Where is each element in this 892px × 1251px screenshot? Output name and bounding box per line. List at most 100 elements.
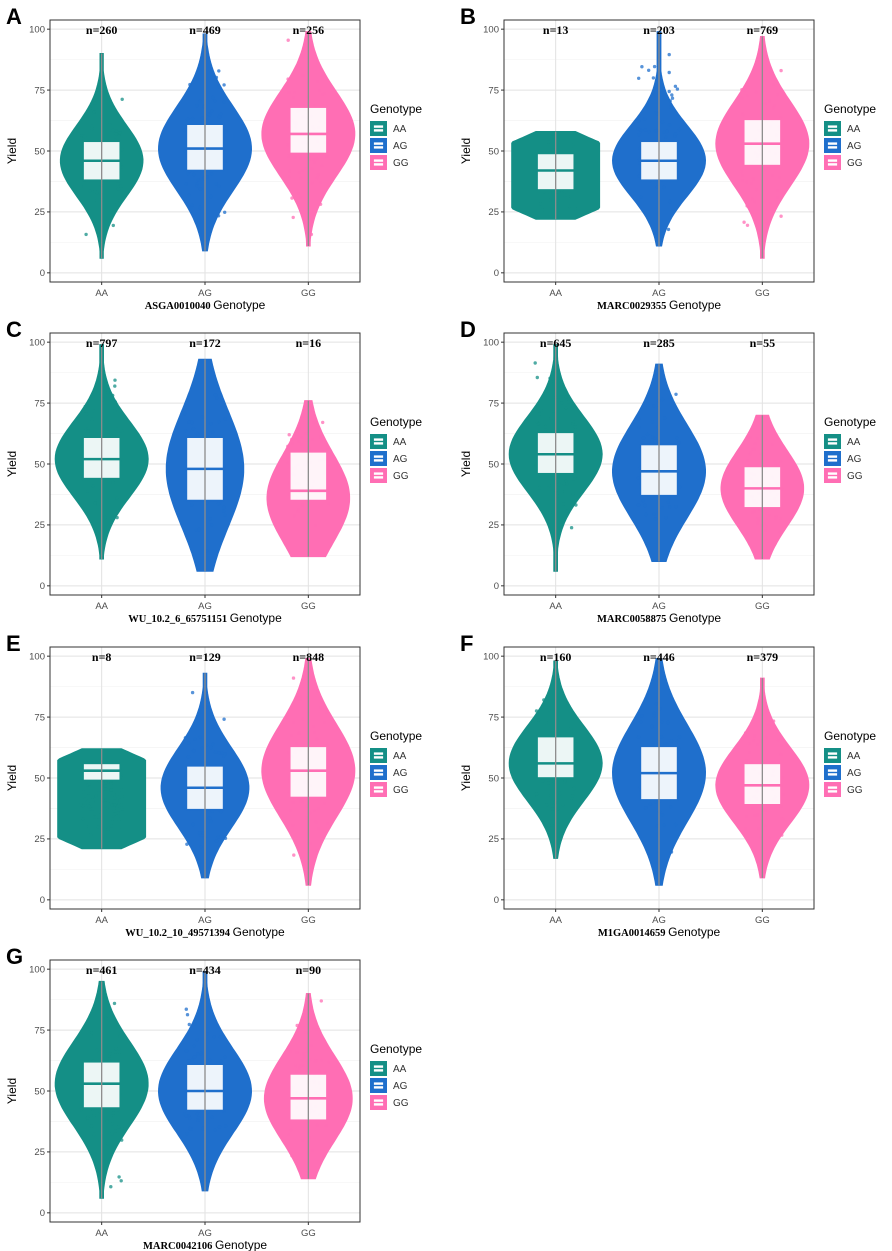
legend: Genotype AA AG GG: [370, 415, 422, 483]
data-point: [662, 185, 666, 190]
data-point: [286, 461, 290, 465]
data-point: [755, 521, 760, 526]
data-point: [778, 530, 782, 534]
data-point: [660, 397, 665, 402]
y-axis-label: Yield: [459, 765, 473, 791]
y-axis-label: Yield: [5, 138, 19, 164]
data-point: [664, 135, 668, 139]
data-point: [95, 1048, 100, 1053]
data-point: [83, 797, 88, 802]
data-point: [293, 156, 297, 160]
x-tick-label: AG: [652, 601, 666, 612]
data-point: [223, 159, 227, 163]
data-point: [223, 129, 228, 134]
data-point: [205, 1110, 210, 1115]
data-point: [208, 517, 212, 521]
data-point: [291, 720, 296, 725]
data-point: [569, 526, 574, 530]
data-point: [118, 798, 122, 803]
data-point: [207, 816, 212, 820]
data-point: [81, 790, 86, 794]
data-point: [210, 109, 214, 113]
data-point: [292, 90, 297, 94]
data-point: [87, 782, 91, 786]
data-point: [221, 405, 225, 409]
y-tick-label: 75: [488, 85, 499, 96]
data-point: [313, 1059, 317, 1063]
legend-label: AA: [847, 751, 861, 762]
data-point: [223, 836, 228, 840]
data-point: [640, 65, 644, 69]
data-point: [536, 718, 541, 722]
data-point: [311, 437, 315, 441]
data-point: [653, 517, 658, 521]
data-point: [294, 741, 298, 746]
data-point: [187, 193, 191, 198]
data-point: [209, 194, 213, 199]
data-point: [665, 129, 669, 134]
data-point: [93, 101, 97, 105]
data-point: [289, 808, 293, 812]
y-tick-label: 25: [488, 207, 499, 218]
marker-name: ASGA0010040: [145, 301, 214, 312]
y-tick-label: 50: [34, 773, 45, 784]
data-point: [316, 827, 321, 831]
data-point: [319, 180, 323, 185]
data-point: [639, 128, 643, 133]
data-point: [291, 800, 295, 805]
data-point: [666, 227, 671, 232]
data-point: [111, 223, 116, 228]
count-label: n=16: [296, 336, 322, 350]
data-point: [756, 519, 761, 523]
x-axis-suffix: Genotype: [230, 611, 282, 625]
x-axis-title: M1GA0014659 Genotype: [598, 925, 721, 939]
data-point: [290, 196, 294, 200]
data-point: [673, 84, 678, 89]
data-point: [765, 735, 769, 740]
data-point: [675, 87, 680, 91]
data-point: [114, 132, 118, 136]
data-point: [740, 88, 744, 92]
data-point: [195, 103, 199, 108]
y-tick-label: 25: [34, 1147, 45, 1158]
data-point: [636, 476, 641, 480]
marker-name: WU_10.2_6_65751151: [128, 614, 230, 625]
data-point: [89, 833, 93, 837]
x-tick-label: GG: [301, 601, 316, 612]
data-point: [318, 202, 323, 206]
data-point: [561, 502, 566, 506]
data-point: [677, 485, 682, 489]
data-point: [120, 807, 124, 811]
data-point: [774, 516, 778, 520]
data-point: [286, 1133, 291, 1137]
count-label: n=172: [189, 336, 221, 350]
data-point: [199, 845, 203, 849]
count-label: n=129: [189, 650, 221, 664]
y-tick-label: 100: [29, 337, 45, 348]
data-point: [91, 815, 96, 819]
data-point: [183, 736, 188, 740]
data-point: [313, 160, 317, 164]
data-point: [187, 1022, 191, 1027]
data-point: [772, 83, 776, 87]
data-point: [213, 1128, 217, 1132]
panel-d: Dn=645 AA n=285 AG n=55 GG 0 25 50 75 100 Yield MARC…: [459, 317, 876, 625]
y-axis-label: Yield: [5, 451, 19, 477]
data-point: [209, 819, 213, 824]
data-point: [571, 491, 575, 496]
data-point: [118, 131, 123, 135]
data-point: [745, 180, 749, 184]
data-point: [79, 136, 83, 140]
y-tick-label: 50: [34, 1086, 45, 1097]
data-point: [292, 514, 296, 518]
data-point: [776, 93, 780, 97]
data-point: [667, 89, 671, 94]
data-point: [287, 433, 291, 437]
data-point: [322, 801, 327, 806]
data-point: [92, 110, 96, 114]
data-point: [208, 1164, 212, 1168]
data-point: [187, 1114, 191, 1118]
legend: Genotype AA AG GG: [824, 415, 876, 483]
count-label: n=645: [540, 336, 572, 350]
data-point: [745, 532, 749, 536]
